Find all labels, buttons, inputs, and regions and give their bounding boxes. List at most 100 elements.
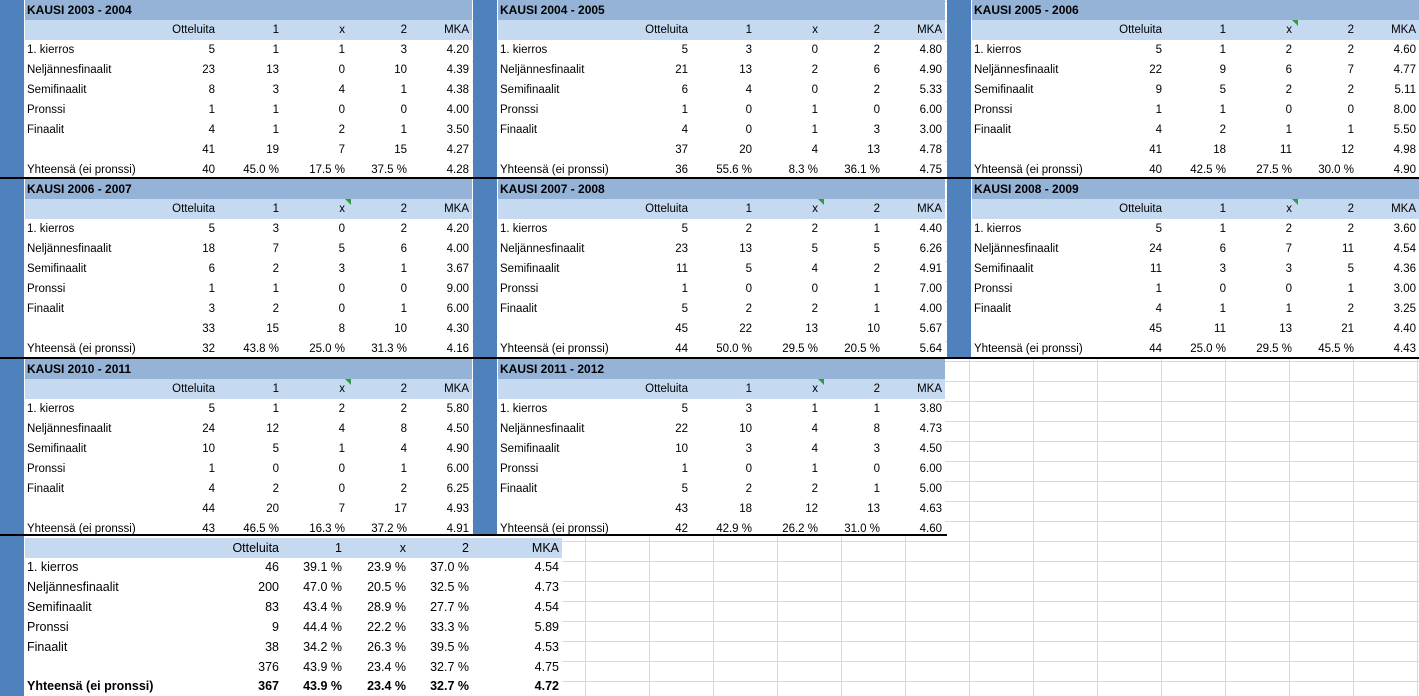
comment-marker-icon[interactable] xyxy=(345,199,351,205)
table-cell[interactable]: 5 xyxy=(681,44,688,56)
table-cell[interactable]: 2 xyxy=(400,403,407,415)
table-cell[interactable]: 376 xyxy=(258,660,279,674)
table-cell[interactable]: 1 xyxy=(873,283,880,295)
table-cell[interactable]: 4.60 xyxy=(1393,44,1416,56)
table-cell[interactable]: 2 xyxy=(272,303,279,315)
column-header[interactable]: 1 xyxy=(745,203,752,215)
row-label[interactable]: Finaalit xyxy=(27,303,65,315)
table-cell[interactable]: 0 xyxy=(400,283,407,295)
table-cell[interactable]: 2 xyxy=(811,483,818,495)
row-label[interactable]: Yhteensä (ei pronssi) xyxy=(27,343,136,355)
row-label[interactable]: Semifinaalit xyxy=(500,263,560,275)
row-label[interactable]: Semifinaalit xyxy=(27,84,87,96)
table-cell[interactable]: 1 xyxy=(681,283,688,295)
table-cell[interactable]: 32 xyxy=(202,343,215,355)
table-cell[interactable]: 4.36 xyxy=(1393,263,1416,275)
table-cell[interactable]: 10 xyxy=(675,443,688,455)
table-cell[interactable]: 6.00 xyxy=(919,463,942,475)
table-cell[interactable]: 55.6 % xyxy=(716,164,752,176)
table-cell[interactable]: 367 xyxy=(258,679,279,693)
table-cell[interactable]: 29.5 % xyxy=(782,343,818,355)
row-label[interactable]: Neljännesfinaalit xyxy=(27,580,119,594)
column-header[interactable]: x xyxy=(1286,203,1292,215)
table-cell[interactable]: 0 xyxy=(338,104,345,116)
table-cell[interactable]: 4.54 xyxy=(534,560,559,574)
table-cell[interactable]: 22 xyxy=(739,323,752,335)
table-cell[interactable]: 45 xyxy=(675,323,688,335)
table-cell[interactable]: 0 xyxy=(745,124,752,136)
column-header[interactable]: Otteluita xyxy=(172,203,215,215)
column-header[interactable]: Otteluita xyxy=(172,383,215,395)
table-cell[interactable]: 3 xyxy=(873,124,880,136)
table-cell[interactable]: 41 xyxy=(1149,144,1162,156)
table-cell[interactable]: 6.26 xyxy=(919,243,942,255)
table-cell[interactable]: 13 xyxy=(739,64,752,76)
table-cell[interactable]: 4 xyxy=(811,443,818,455)
table-cell[interactable]: 1 xyxy=(1285,303,1292,315)
table-cell[interactable]: 11 xyxy=(676,263,688,275)
table-cell[interactable]: 23 xyxy=(202,64,215,76)
table-cell[interactable]: 6 xyxy=(208,263,215,275)
table-cell[interactable]: 11 xyxy=(1214,323,1226,335)
row-label[interactable]: Yhteensä (ei pronssi) xyxy=(500,523,609,535)
row-label[interactable]: Semifinaalit xyxy=(27,600,92,614)
table-cell[interactable]: 4.73 xyxy=(919,423,942,435)
row-label[interactable]: Neljännesfinaalit xyxy=(27,243,112,255)
row-label[interactable]: Pronssi xyxy=(500,283,539,295)
table-cell[interactable]: 3 xyxy=(745,44,752,56)
table-cell[interactable]: 10 xyxy=(867,323,880,335)
table-cell[interactable]: 22.2 % xyxy=(367,620,406,634)
table-cell[interactable]: 36.1 % xyxy=(844,164,880,176)
row-label[interactable]: 1. kierros xyxy=(27,44,75,56)
table-cell[interactable]: 3.25 xyxy=(1393,303,1416,315)
table-cell[interactable]: 0 xyxy=(745,104,752,116)
table-cell[interactable]: 5 xyxy=(208,223,215,235)
table-cell[interactable]: 38 xyxy=(265,640,279,654)
table-cell[interactable]: 2 xyxy=(400,223,407,235)
table-cell[interactable]: 4.38 xyxy=(446,84,469,96)
table-cell[interactable]: 9 xyxy=(1155,84,1162,96)
table-cell[interactable]: 46 xyxy=(265,560,279,574)
row-label[interactable]: Finaalit xyxy=(27,483,65,495)
table-cell[interactable]: 0 xyxy=(338,223,345,235)
column-header[interactable]: Otteluita xyxy=(1119,203,1162,215)
row-label[interactable]: Neljännesfinaalit xyxy=(500,243,585,255)
column-header[interactable]: 2 xyxy=(873,383,880,395)
column-header[interactable]: MKA xyxy=(531,541,559,555)
row-label[interactable]: Neljännesfinaalit xyxy=(500,423,585,435)
table-cell[interactable]: 2 xyxy=(1347,84,1354,96)
column-header[interactable]: Otteluita xyxy=(645,203,688,215)
table-cell[interactable]: 4.60 xyxy=(919,523,942,535)
table-cell[interactable]: 1 xyxy=(1219,44,1226,56)
row-label[interactable]: Finaalit xyxy=(500,303,538,315)
table-cell[interactable]: 20.5 % xyxy=(844,343,880,355)
table-cell[interactable]: 43.4 % xyxy=(303,600,342,614)
table-cell[interactable]: 2 xyxy=(873,263,880,275)
table-cell[interactable]: 2 xyxy=(1219,124,1226,136)
table-cell[interactable]: 3 xyxy=(208,303,215,315)
row-label[interactable]: Semifinaalit xyxy=(500,84,560,96)
table-cell[interactable]: 4.75 xyxy=(919,164,942,176)
table-cell[interactable]: 0 xyxy=(873,104,880,116)
table-cell[interactable]: 4 xyxy=(338,84,345,96)
table-cell[interactable]: 44 xyxy=(675,343,688,355)
table-cell[interactable]: 3.00 xyxy=(1393,283,1416,295)
table-cell[interactable]: 83 xyxy=(265,600,279,614)
table-cell[interactable]: 19 xyxy=(266,144,279,156)
table-cell[interactable]: 5.89 xyxy=(534,620,559,634)
table-cell[interactable]: 5 xyxy=(681,403,688,415)
table-cell[interactable]: 0 xyxy=(811,84,818,96)
table-cell[interactable]: 4.90 xyxy=(446,443,469,455)
table-cell[interactable]: 8.00 xyxy=(1393,104,1416,116)
table-cell[interactable]: 8 xyxy=(338,323,345,335)
table-cell[interactable]: 0 xyxy=(272,463,279,475)
table-cell[interactable]: 4.54 xyxy=(534,600,559,614)
table-cell[interactable]: 3.80 xyxy=(919,403,942,415)
column-header[interactable]: x xyxy=(339,383,345,395)
table-cell[interactable]: 3 xyxy=(1219,263,1226,275)
table-cell[interactable]: 1 xyxy=(272,104,279,116)
table-cell[interactable]: 45.5 % xyxy=(1318,343,1354,355)
table-cell[interactable]: 2 xyxy=(1347,44,1354,56)
table-cell[interactable]: 3.67 xyxy=(446,263,469,275)
